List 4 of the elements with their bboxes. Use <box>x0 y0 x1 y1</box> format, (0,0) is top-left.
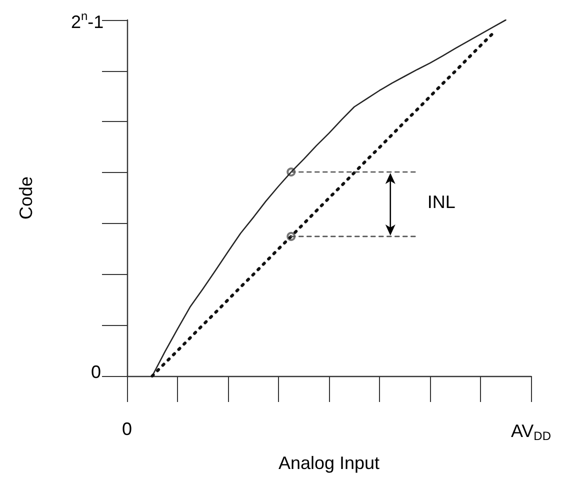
x-axis-title: Analog Input <box>278 453 380 473</box>
y-axis-title: Code <box>16 176 36 220</box>
annotation: INL <box>427 192 456 212</box>
text: 0 <box>91 362 102 382</box>
